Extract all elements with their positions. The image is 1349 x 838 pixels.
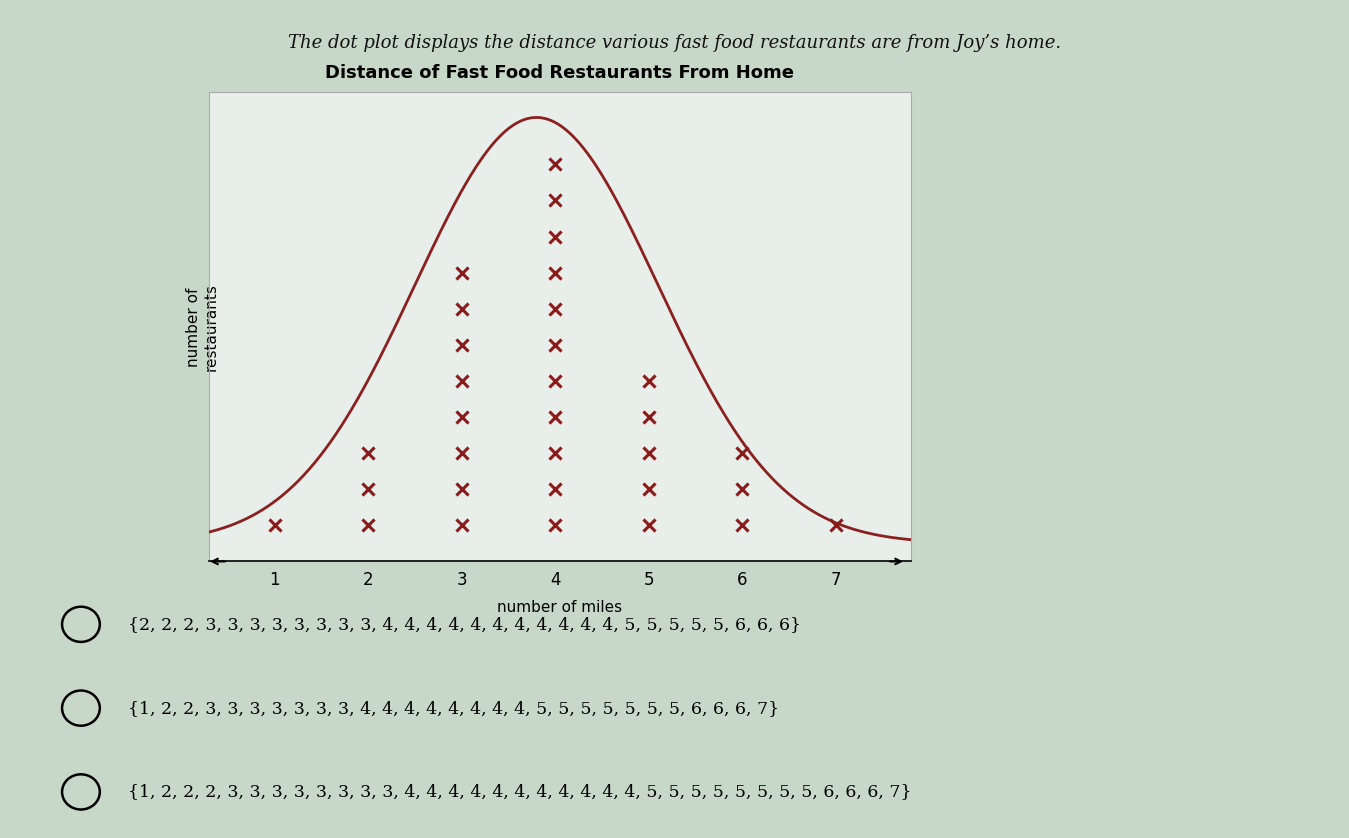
Point — [545, 375, 567, 388]
Point — [451, 339, 472, 352]
Point — [638, 447, 660, 460]
Point — [357, 447, 379, 460]
Point — [357, 519, 379, 532]
Point — [545, 447, 567, 460]
X-axis label: number of miles: number of miles — [498, 600, 622, 615]
Point — [451, 411, 472, 424]
Point — [638, 411, 660, 424]
Point — [545, 266, 567, 279]
Point — [731, 519, 753, 532]
Point — [731, 483, 753, 496]
Point — [545, 194, 567, 207]
Point — [731, 447, 753, 460]
Y-axis label: number of
restaurants: number of restaurants — [186, 283, 219, 370]
Point — [451, 519, 472, 532]
Point — [451, 302, 472, 315]
Text: {1, 2, 2, 3, 3, 3, 3, 3, 3, 3, 4, 4, 4, 4, 4, 4, 4, 4, 5, 5, 5, 5, 5, 5, 5, 6, 6: {1, 2, 2, 3, 3, 3, 3, 3, 3, 3, 4, 4, 4, … — [128, 700, 780, 716]
Text: The dot plot displays the distance various fast food restaurants are from Joy’s : The dot plot displays the distance vario… — [287, 34, 1062, 51]
Point — [638, 519, 660, 532]
Point — [545, 483, 567, 496]
Point — [451, 447, 472, 460]
Point — [545, 411, 567, 424]
Point — [545, 230, 567, 243]
Title: Distance of Fast Food Restaurants From Home: Distance of Fast Food Restaurants From H… — [325, 65, 795, 82]
Point — [264, 519, 286, 532]
Point — [545, 519, 567, 532]
Point — [638, 483, 660, 496]
Point — [638, 375, 660, 388]
Point — [451, 375, 472, 388]
Text: {1, 2, 2, 2, 3, 3, 3, 3, 3, 3, 3, 3, 4, 4, 4, 4, 4, 4, 4, 4, 4, 4, 4, 5, 5, 5, 5: {1, 2, 2, 2, 3, 3, 3, 3, 3, 3, 3, 3, 4, … — [128, 784, 912, 800]
Point — [826, 519, 847, 532]
Point — [545, 302, 567, 315]
Point — [357, 483, 379, 496]
Point — [451, 483, 472, 496]
Point — [545, 158, 567, 171]
Point — [545, 339, 567, 352]
Point — [451, 266, 472, 279]
Text: {2, 2, 2, 3, 3, 3, 3, 3, 3, 3, 3, 4, 4, 4, 4, 4, 4, 4, 4, 4, 4, 4, 5, 5, 5, 5, 5: {2, 2, 2, 3, 3, 3, 3, 3, 3, 3, 3, 4, 4, … — [128, 616, 801, 633]
